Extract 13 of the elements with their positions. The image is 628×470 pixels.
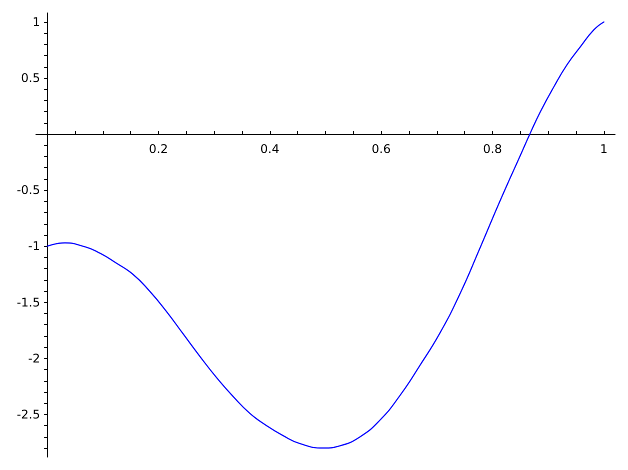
y-tick-label: 1 [32,14,40,29]
x-tick-label: 0.2 [148,142,168,156]
x-tick-label: 1 [600,142,608,156]
y-tick-label: -2.5 [16,407,40,422]
x-tick-label: 0.6 [372,142,391,156]
y-tick-label: -0.5 [16,183,40,198]
x-tick-label: 0.8 [482,142,502,156]
y-tick-label: -2 [28,351,40,366]
y-tick-label: 0.5 [21,71,40,86]
y-tick-label: -1.5 [16,295,40,310]
y-tick-label: -1 [28,239,40,254]
x-tick-label: 0.4 [260,142,280,156]
line-series [46,21,604,449]
